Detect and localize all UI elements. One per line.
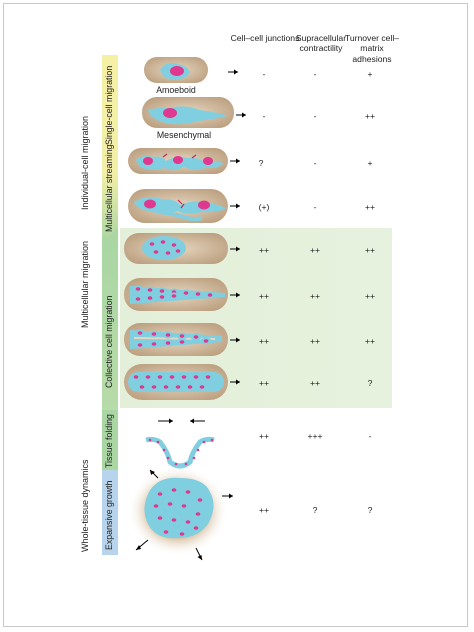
table-cell: ++ <box>258 336 270 346</box>
collective-sheet-panel <box>124 364 228 400</box>
mesenchymal-panel <box>142 97 234 128</box>
band-expansive <box>102 470 118 555</box>
amoeboid-label: Amoeboid <box>156 85 196 95</box>
band-folding <box>102 410 118 470</box>
table-cell: ++ <box>258 378 270 388</box>
table-cell: +++ <box>307 431 323 441</box>
band-single-cell <box>102 55 118 243</box>
table-cell: ? <box>312 505 318 515</box>
expansive-growth-panel <box>128 466 228 561</box>
header-cell-cell-junctions: Cell–cell junctions <box>230 33 300 43</box>
table-cell: ++ <box>258 431 270 441</box>
figure-frame <box>3 3 468 627</box>
table-cell: - <box>313 69 317 79</box>
table-cell: + <box>367 158 373 168</box>
mesenchymal-label: Mesenchymal <box>156 130 212 140</box>
band-collective <box>102 228 118 410</box>
table-cell: ++ <box>309 245 321 255</box>
tissue-folding-panel <box>145 418 215 469</box>
collective-cluster-panel <box>124 233 228 264</box>
table-cell: - <box>313 158 317 168</box>
table-cell: ++ <box>364 245 376 255</box>
table-cell: ++ <box>364 291 376 301</box>
amoeboid-panel <box>144 57 208 83</box>
table-cell: ++ <box>309 378 321 388</box>
header-supracellular-contractility: Supracellular contractility <box>295 33 347 54</box>
table-cell: - <box>313 202 317 212</box>
table-cell: (+) <box>258 202 270 212</box>
table-cell: ++ <box>309 336 321 346</box>
table-cell: - <box>368 431 372 441</box>
table-cell: - <box>313 111 317 121</box>
table-cell: ++ <box>258 505 270 515</box>
table-cell: ++ <box>258 245 270 255</box>
header-turnover-adhesions: Turnover cell–matrix adhesions <box>344 33 400 64</box>
table-cell: ++ <box>258 291 270 301</box>
table-cell: ++ <box>364 202 376 212</box>
streaming-panel <box>128 189 228 223</box>
table-cell: ? <box>367 505 373 515</box>
table-cell: ++ <box>364 111 376 121</box>
table-cell: + <box>367 69 373 79</box>
table-cell: ? <box>258 158 264 168</box>
collective-tube-panel <box>124 323 228 356</box>
table-cell: ++ <box>364 336 376 346</box>
streaming-chain-panel <box>128 148 228 174</box>
table-cell: - <box>262 111 266 121</box>
row-arrows <box>222 69 246 499</box>
collective-strand-panel <box>124 278 228 311</box>
table-cell: - <box>262 69 266 79</box>
table-cell: ++ <box>309 291 321 301</box>
table-cell: ? <box>367 378 373 388</box>
